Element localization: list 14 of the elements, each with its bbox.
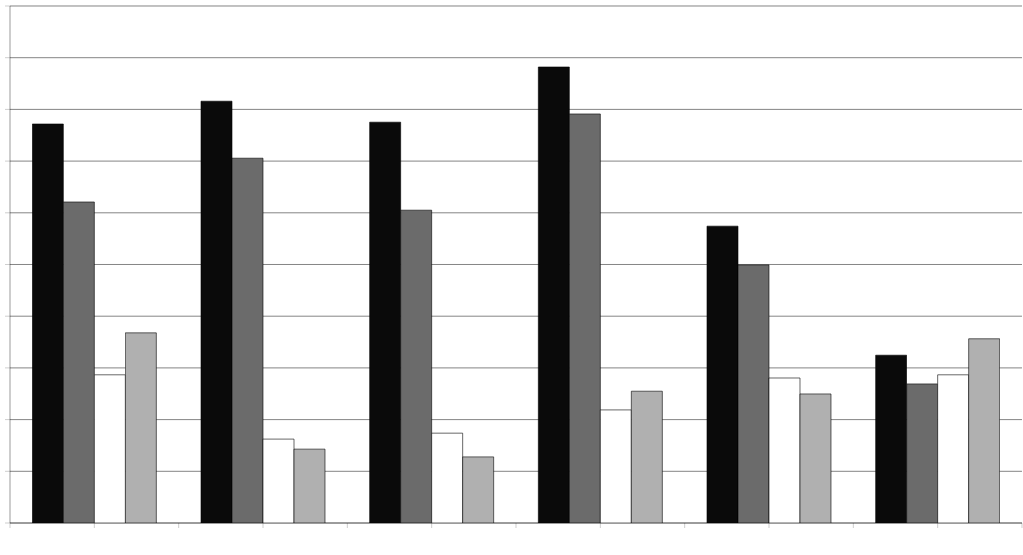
bar <box>799 393 832 523</box>
bar <box>462 456 494 523</box>
bar <box>293 448 326 523</box>
bar <box>94 374 126 523</box>
bar <box>906 383 938 523</box>
bar <box>231 157 264 523</box>
bar <box>125 332 157 523</box>
bar <box>737 264 770 523</box>
bar <box>600 409 632 523</box>
bar <box>262 438 295 523</box>
bar <box>768 377 801 523</box>
bar <box>631 390 663 523</box>
bar <box>431 432 463 523</box>
bar <box>968 338 1000 523</box>
